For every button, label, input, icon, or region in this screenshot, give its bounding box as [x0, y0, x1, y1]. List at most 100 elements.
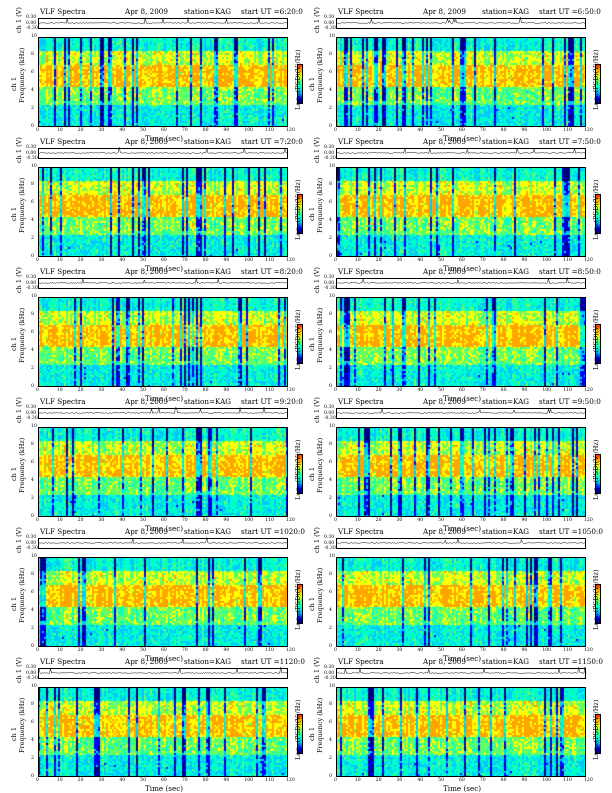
frequency-tick-label: 0 [31, 774, 34, 779]
time-tick-label: 50 [438, 518, 445, 523]
spectrogram [38, 297, 288, 387]
time-tick-label: 70 [479, 648, 486, 653]
time-tick-label: 120 [584, 778, 593, 783]
time-tick-label: 20 [375, 388, 382, 393]
panel-title: VLF Spectra [40, 137, 86, 146]
frequency-axis-label: Frequency (kHz) [18, 697, 26, 753]
voltage-tick-label: 0.30 [26, 665, 37, 670]
spectra-panel: VLF Spectra Apr 8, 2009 station=KAG start U… [308, 657, 608, 792]
time-tick-label: 20 [375, 128, 382, 133]
voltage-tick-label: 0.00 [26, 670, 37, 676]
colorbar-frame [297, 324, 303, 364]
panel-date: Apr 8, 2009 [423, 657, 466, 666]
frequency-tick-label: 10 [329, 684, 335, 689]
channel-axis-label: ch 1 [308, 336, 316, 351]
time-tick-label: 50 [438, 778, 445, 783]
voltage-axis-label: ch 1 (V) [15, 527, 23, 553]
time-tick-label: 10 [354, 518, 361, 523]
voltage-tick-label: -0.30 [26, 546, 38, 551]
time-tick-label: 10 [56, 648, 63, 653]
time-tick-label: 0 [36, 258, 39, 263]
frequency-axis-label: Frequency (kHz) [18, 567, 26, 623]
spectrogram-frame [38, 557, 288, 647]
colorbar [595, 714, 601, 754]
time-tick-label: 70 [479, 258, 486, 263]
frequency-axis-label: Frequency (kHz) [18, 47, 26, 103]
frequency-tick-label: 10 [329, 34, 335, 39]
time-tick-label: 20 [77, 388, 84, 393]
time-axis-label: Time (sec) [443, 784, 482, 793]
frequency-axis-label: Frequency (kHz) [316, 47, 324, 103]
frequency-tick-label: 2 [31, 756, 34, 761]
spectra-panel: VLF Spectra Apr 8, 2009 station=KAG start U… [308, 267, 608, 402]
voltage-tick-label: -0.30 [26, 676, 38, 681]
voltage-trace [37, 278, 289, 284]
voltage-tick-label: 0.00 [324, 670, 335, 676]
frequency-tick-label: 2 [31, 496, 34, 501]
frequency-tick-label: 2 [329, 756, 332, 761]
frequency-tick-label: 6 [329, 330, 332, 335]
time-tick-label: 50 [140, 648, 147, 653]
frequency-tick-label: 2 [31, 106, 34, 111]
time-tick-label: 20 [77, 778, 84, 783]
spectrogram-frame [336, 37, 586, 127]
voltage-tick-label: 0.00 [324, 280, 335, 286]
time-tick-label: 90 [223, 128, 230, 133]
time-axis-label: Time (sec) [443, 524, 482, 533]
panel-station: station=KAG [184, 137, 232, 146]
frequency-axis-label: Frequency (kHz) [316, 307, 324, 363]
channel-axis-label: ch 1 [10, 596, 18, 611]
voltage-trace [335, 277, 587, 284]
panel-title: VLF Spectra [338, 527, 384, 536]
panel-date: Apr 8, 2009 [423, 397, 466, 406]
colorbar [595, 64, 601, 104]
time-tick-label: 60 [459, 388, 465, 393]
panel-title: VLF Spectra [338, 7, 384, 16]
spectra-panel: VLF Spectra Apr 8, 2009 station=KAG start U… [10, 137, 310, 272]
time-tick-label: 0 [334, 258, 337, 263]
time-tick-label: 30 [396, 258, 403, 263]
frequency-tick-label: 8 [329, 702, 332, 707]
panel-start-time: start UT =8:20:0 [241, 267, 303, 276]
time-tick-label: 90 [223, 518, 230, 523]
colorbar-frame [595, 454, 601, 494]
frequency-tick-label: 0 [31, 514, 34, 519]
time-tick-label: 0 [334, 128, 337, 133]
frequency-tick-label: 8 [31, 52, 34, 57]
time-tick-label: 100 [244, 648, 254, 653]
voltage-axis-label: ch 1 (V) [15, 397, 23, 423]
voltage-tick-label: 0.30 [26, 275, 37, 280]
panel-title: VLF Spectra [40, 657, 86, 666]
colorbar-label: Log₁₀(PSD)(V²/Hz) [592, 439, 600, 500]
colorbar-label: Log₁₀(PSD)(V²/Hz) [592, 49, 600, 110]
panel-station: station=KAG [482, 527, 530, 536]
voltage-tick-label: 0.30 [324, 535, 335, 540]
panel-title: VLF Spectra [40, 7, 86, 16]
time-tick-label: 20 [77, 258, 84, 263]
colorbar-frame [595, 584, 601, 624]
voltage-strip [336, 538, 586, 549]
time-tick-label: 100 [244, 258, 254, 263]
time-tick-label: 70 [181, 128, 188, 133]
colorbar-label: Log₁₀(PSD)(V²/Hz) [592, 569, 600, 630]
frequency-axis-label: Frequency (kHz) [316, 177, 324, 233]
frequency-tick-label: 6 [31, 70, 34, 75]
frequency-tick-label: 6 [329, 200, 332, 205]
time-tick-label: 80 [500, 388, 507, 393]
voltage-tick-label: 0.00 [324, 540, 335, 546]
frequency-tick-label: 8 [31, 182, 34, 187]
spectrogram-frame [336, 427, 586, 517]
panel-start-time: start UT =1150:0 [539, 657, 603, 666]
time-tick-label: 120 [584, 518, 593, 523]
frequency-tick-label: 4 [31, 608, 34, 613]
panel-start-time: start UT =8:50:0 [539, 267, 601, 276]
time-tick-label: 0 [334, 518, 337, 523]
colorbar-frame [595, 194, 601, 234]
channel-axis-label: ch 1 [308, 206, 316, 221]
time-tick-label: 120 [286, 128, 295, 133]
frequency-tick-label: 6 [329, 590, 332, 595]
time-tick-label: 30 [396, 648, 403, 653]
colorbar [595, 324, 601, 364]
frequency-tick-label: 2 [329, 236, 332, 241]
voltage-tick-label: -0.30 [26, 156, 38, 161]
